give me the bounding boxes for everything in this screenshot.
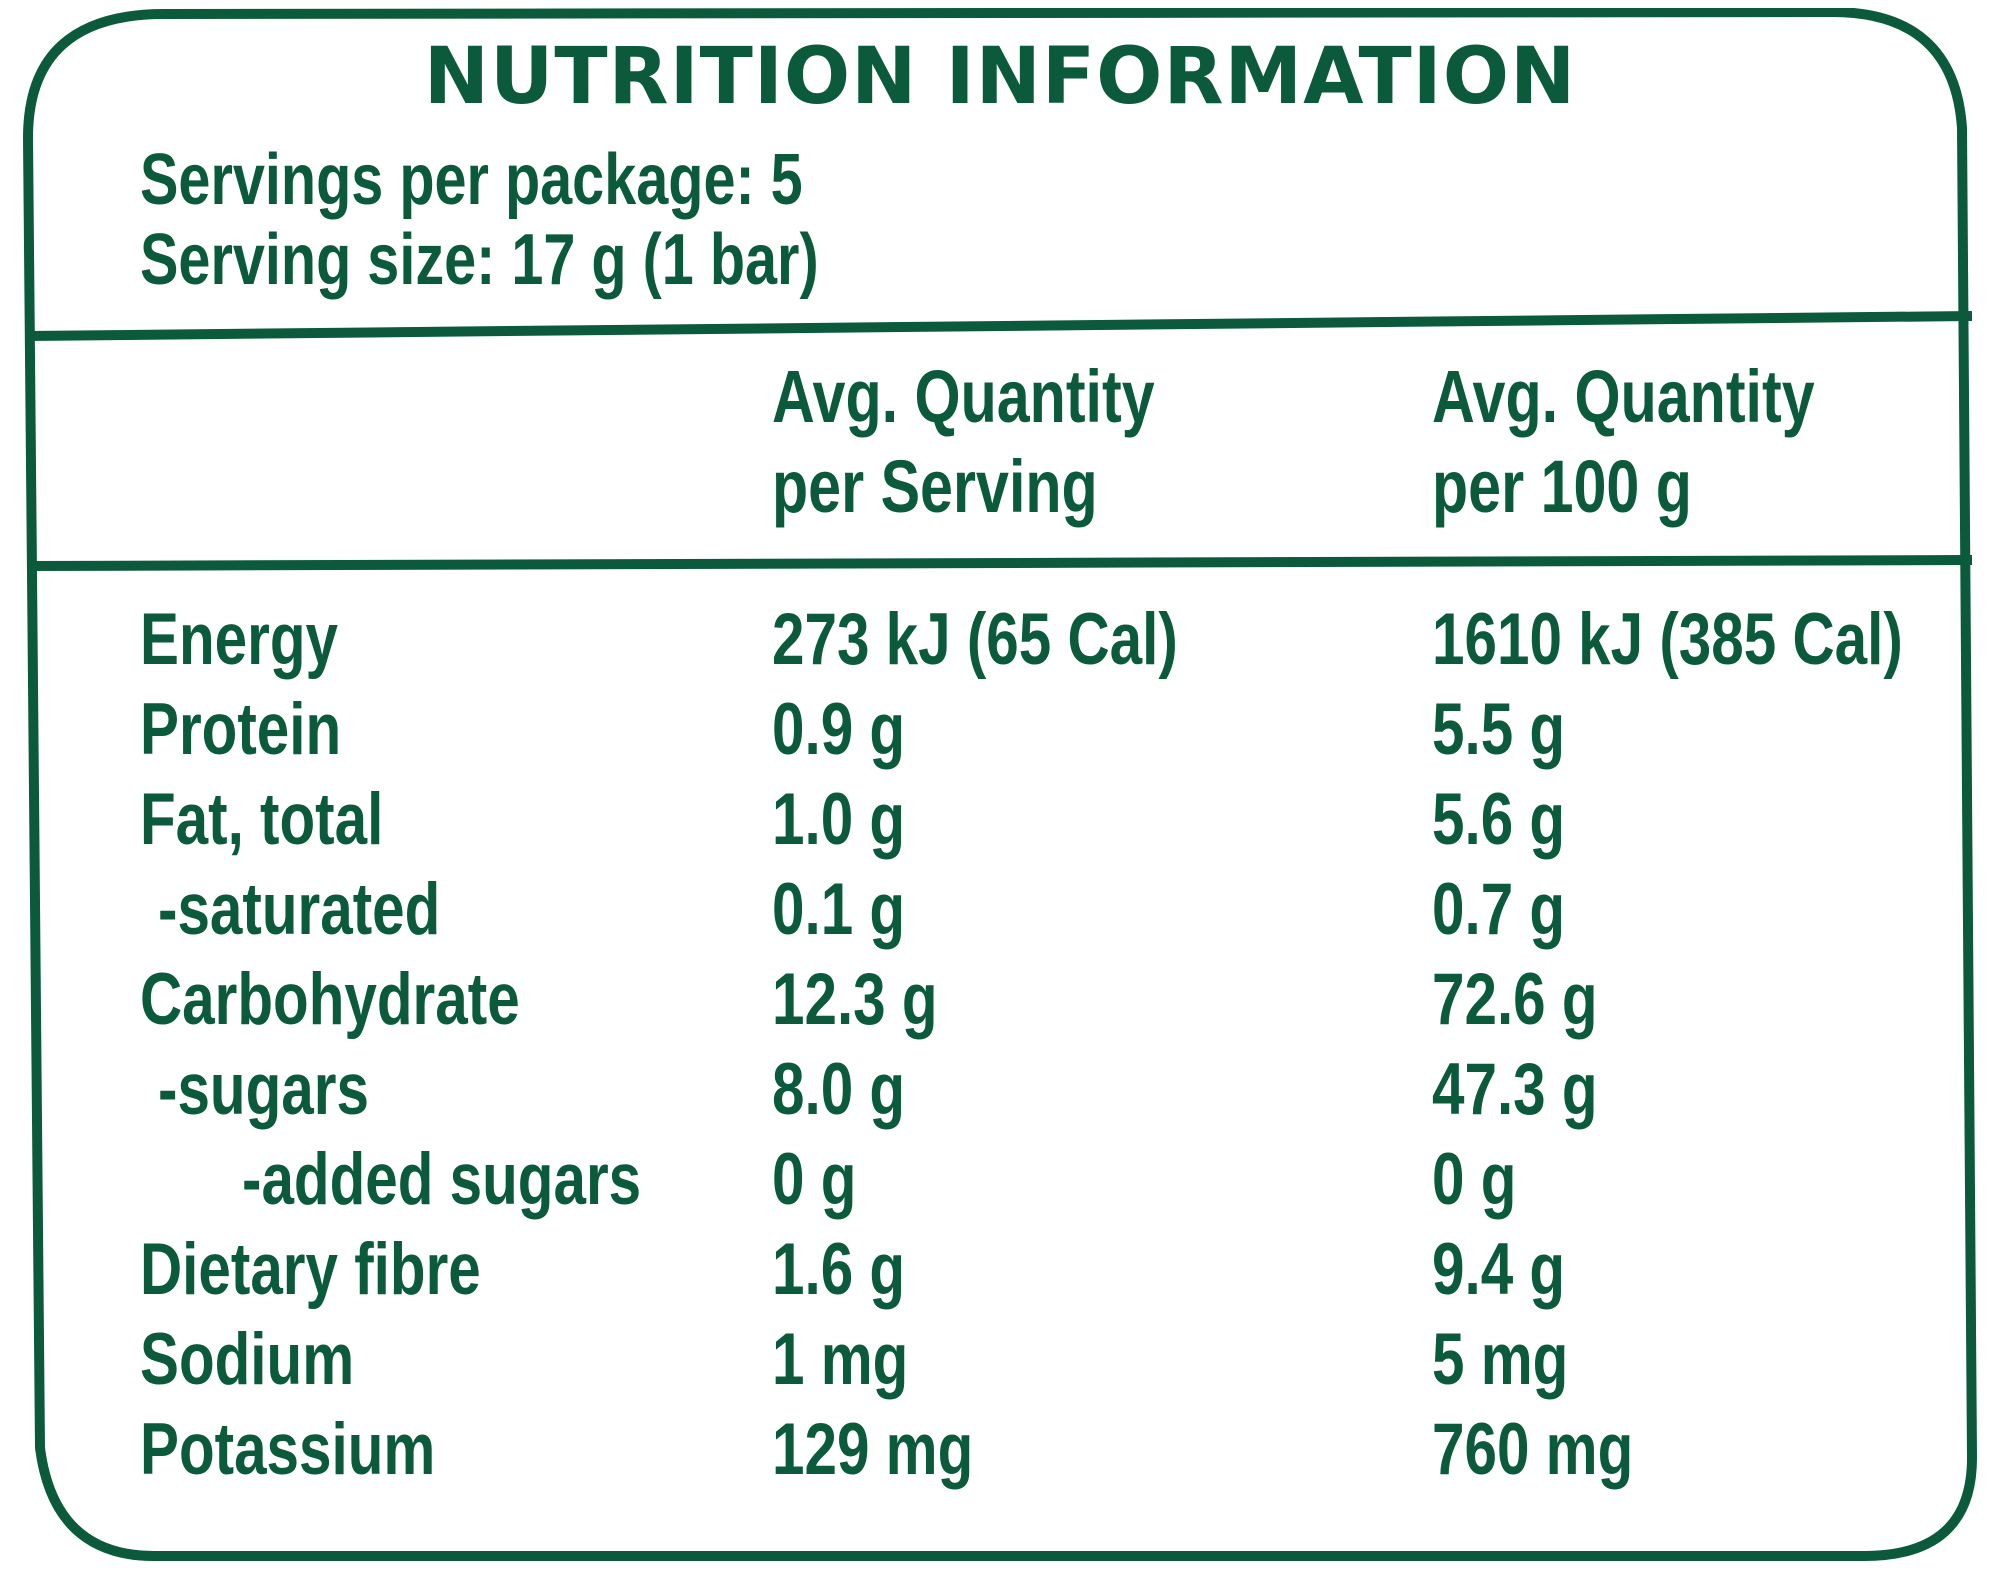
- nutrient-per-100g: 0 g: [1432, 1139, 1517, 1220]
- nutrient-name: Potassium: [140, 1409, 436, 1490]
- nutrient-name: -added sugars: [242, 1139, 642, 1220]
- nutrient-per-serving: 0 g: [772, 1139, 857, 1220]
- header-divider: [27, 311, 1973, 341]
- nutrient-per-100g: 0.7 g: [1432, 869, 1566, 950]
- nutrient-name: -sugars: [158, 1049, 369, 1130]
- nutrient-per-100g: 5.5 g: [1432, 689, 1566, 770]
- serving-size: Serving size: 17 g (1 bar): [140, 220, 819, 300]
- nutrient-name: -saturated: [158, 869, 441, 950]
- column-header-per-100g: Avg. Quantity per 100 g: [1432, 352, 1815, 532]
- nutrient-name: Sodium: [140, 1319, 355, 1400]
- nutrient-per-100g: 72.6 g: [1432, 959, 1598, 1040]
- nutrient-per-100g: 9.4 g: [1432, 1229, 1566, 1310]
- nutrient-per-serving: 1 mg: [772, 1319, 909, 1400]
- servings-per-package: Servings per package: 5: [140, 140, 803, 220]
- column-header-line: Avg. Quantity: [1432, 355, 1815, 438]
- column-header-line: per Serving: [772, 445, 1098, 528]
- nutrient-per-serving: 0.9 g: [772, 689, 906, 770]
- panel-border: [22, 8, 1978, 1561]
- nutrient-name: Energy: [140, 599, 338, 680]
- nutrient-name: Protein: [140, 689, 342, 770]
- nutrition-panel: [14, 8, 1982, 1562]
- panel-title: NUTRITION INFORMATION: [423, 32, 1577, 122]
- nutrient-per-serving: 8.0 g: [772, 1049, 906, 1130]
- nutrient-name: Dietary fibre: [140, 1229, 481, 1310]
- nutrient-per-serving: 129 mg: [772, 1409, 974, 1490]
- column-header-per-serving: Avg. Quantity per Serving: [772, 352, 1155, 532]
- column-header-line: per 100 g: [1432, 445, 1692, 528]
- nutrient-per-100g: 1610 kJ (385 Cal): [1432, 599, 1903, 680]
- nutrient-per-serving: 1.6 g: [772, 1229, 906, 1310]
- nutrient-per-100g: 5.6 g: [1432, 779, 1566, 860]
- nutrient-per-serving: 0.1 g: [772, 869, 906, 950]
- nutrient-name: Fat, total: [140, 779, 384, 860]
- nutrient-name: Carbohydrate: [140, 959, 520, 1040]
- column-header-divider: [27, 555, 1973, 571]
- nutrient-per-100g: 47.3 g: [1432, 1049, 1598, 1130]
- nutrient-per-serving: 1.0 g: [772, 779, 906, 860]
- nutrient-per-serving: 12.3 g: [772, 959, 938, 1040]
- nutrient-per-serving: 273 kJ (65 Cal): [772, 599, 1178, 680]
- nutrient-per-100g: 5 mg: [1432, 1319, 1569, 1400]
- nutrient-per-100g: 760 mg: [1432, 1409, 1634, 1490]
- column-header-line: Avg. Quantity: [772, 355, 1155, 438]
